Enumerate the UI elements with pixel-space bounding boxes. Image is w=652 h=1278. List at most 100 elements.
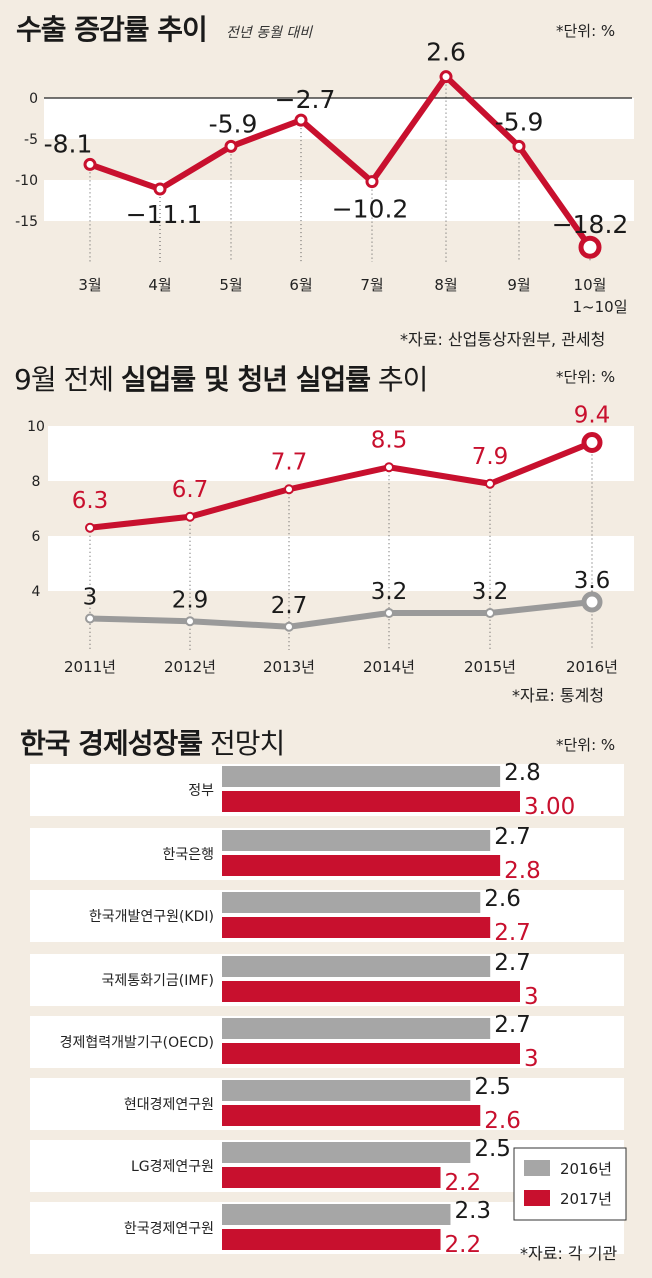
chart2-series-line [89, 599, 593, 630]
chart1-title: 수출 증감률 추이 [16, 13, 208, 46]
chart3-category-label: 정부 [188, 783, 214, 799]
chart3-bar [222, 1167, 441, 1188]
chart2-title-tail: 추이 [370, 363, 429, 396]
chart1-series-line [89, 73, 593, 249]
chart3-value-label: 3.00 [524, 794, 575, 820]
chart1-ytick-label: -15 [15, 214, 38, 230]
chart2-title-bold: 실업률 및 청년 실업률 [120, 363, 371, 396]
chart2-series-line [89, 439, 594, 531]
chart3-bar [222, 830, 491, 851]
chart3-bar [222, 892, 481, 913]
chart3-bar [222, 1229, 441, 1250]
chart1-value-label: −2.7 [275, 85, 336, 114]
chart2-value-label: 6.7 [172, 477, 209, 503]
chart1-point [578, 235, 602, 259]
chart3-bar [222, 956, 491, 977]
chart3-value-label: 2.6 [484, 1108, 521, 1134]
chart3-value-label: 2.7 [494, 824, 531, 850]
chart3-bar [222, 1105, 481, 1126]
chart3-value-label: 3 [524, 1046, 539, 1072]
chart3-value-label: 2.2 [445, 1170, 482, 1196]
chart2-band [48, 536, 634, 591]
chart1-value-label: −11.1 [126, 200, 203, 229]
chart3-value-label: 2.8 [504, 858, 541, 884]
chart3-category-label: 현대경제연구원 [124, 1097, 214, 1113]
chart2-point [185, 511, 195, 522]
chart2-unit: *단위: % [556, 368, 616, 386]
chart2-point [85, 613, 95, 624]
chart3-category-label: 경제협력개발기구(OECD) [60, 1035, 214, 1051]
chart2-value-label: 2.9 [172, 587, 209, 613]
chart1-ytick-label: -10 [15, 173, 38, 189]
export-growth-chart: 0 -5 -10 -15 -8.1 −11.1 -5.9 −2.7 −10.2 2.6 -5.9 −1… [15, 38, 634, 316]
chart1-band [44, 98, 634, 139]
chart1-xtick-note: 1~10일 [573, 298, 628, 316]
chart2-source: *자료: 통계청 [512, 686, 605, 705]
chart1-xtick-label: 6월 [289, 276, 312, 294]
chart2-point [485, 478, 495, 489]
chart3-category-label: 한국경제연구원 [124, 1221, 214, 1237]
chart2-point [284, 484, 294, 495]
chart2-band [48, 426, 634, 481]
chart3-bar [222, 1018, 491, 1039]
chart3-category-label: 국제통화기금(IMF) [102, 973, 214, 989]
chart2-value-label: 3.2 [472, 579, 509, 605]
chart3-value-label: 2.5 [474, 1136, 511, 1162]
chart2-value-label: 3 [83, 585, 98, 611]
chart3-category-label: 한국개발연구원(KDI) [89, 909, 214, 925]
chart2-value-label: 9.4 [574, 403, 611, 429]
chart2-ytick-label: 10 [27, 419, 45, 435]
chart2-ytick-label: 6 [32, 529, 41, 545]
chart2-point [581, 432, 603, 453]
chart2-value-label: 2.7 [271, 593, 308, 619]
chart3-value-label: 2.7 [494, 920, 531, 946]
chart1-value-label: 2.6 [426, 38, 466, 67]
chart1-xtick-label: 7월 [360, 276, 383, 294]
chart3-bar [222, 1142, 471, 1163]
chart3-category-label: LG경제연구원 [131, 1159, 214, 1175]
chart2-title: 9월 전체 실업률 및 청년 실업률 추이 [14, 358, 429, 398]
chart3-legend-swatch [524, 1190, 550, 1206]
chart3-legend-label: 2017년 [560, 1190, 612, 1208]
chart1-value-label: -8.1 [44, 129, 93, 158]
chart2-value-label: 3.2 [371, 579, 408, 605]
chart2-point [485, 608, 495, 618]
chart2-ytick-label: 8 [32, 474, 41, 490]
chart2-ytick-label: 4 [32, 584, 41, 600]
chart1-source: *자료: 산업통상자원부, 관세청 [400, 330, 606, 349]
chart2-xtick-label: 2012년 [164, 658, 216, 676]
chart2-xtick-label: 2015년 [464, 658, 516, 676]
chart2-point [384, 608, 394, 618]
chart3-legend-swatch [524, 1160, 550, 1176]
chart3-bar [222, 1204, 451, 1225]
chart2-value-label: 7.9 [472, 444, 509, 470]
chart2-point [185, 616, 195, 627]
chart1-unit: *단위: % [556, 22, 616, 40]
chart1-ytick-label: 0 [29, 91, 38, 107]
chart2-value-label: 6.3 [72, 488, 109, 514]
chart3-bar [222, 981, 520, 1002]
chart1-ytick-label: -5 [24, 132, 38, 148]
chart1-point [224, 139, 238, 153]
chart2-xtick-label: 2016년 [566, 658, 618, 676]
chart3-source: *자료: 각 기관 [520, 1244, 618, 1263]
chart2-value-label: 7.7 [271, 449, 308, 475]
chart2-xtick-label: 2014년 [363, 658, 415, 676]
chart3-legend-box [513, 1147, 627, 1221]
chart1-xtick-label: 5월 [219, 276, 242, 294]
chart3-value-label: 2.8 [504, 760, 541, 786]
chart3-value-label: 3 [524, 984, 539, 1010]
chart1-xtick-label: 10월 [574, 276, 607, 294]
chart1-value-label: -5.9 [209, 109, 258, 138]
chart1-point [83, 157, 97, 171]
chart2-point [85, 522, 95, 533]
chart3-category-label: 한국은행 [162, 847, 214, 863]
chart3-value-label: 2.5 [474, 1074, 511, 1100]
chart2-point [581, 591, 603, 613]
chart1-point [153, 182, 167, 196]
unemployment-chart: 10 8 6 4 6.3 6.7 7.7 8.5 7.9 9.4 3 2.9 2.7 3.2 3.2 3.6 2… [27, 403, 634, 676]
chart3-value-label: 2.7 [494, 1012, 531, 1038]
chart3-title-tail: 전망치 [202, 727, 285, 760]
chart1-band [44, 180, 634, 221]
chart3-value-label: 2.6 [484, 886, 521, 912]
